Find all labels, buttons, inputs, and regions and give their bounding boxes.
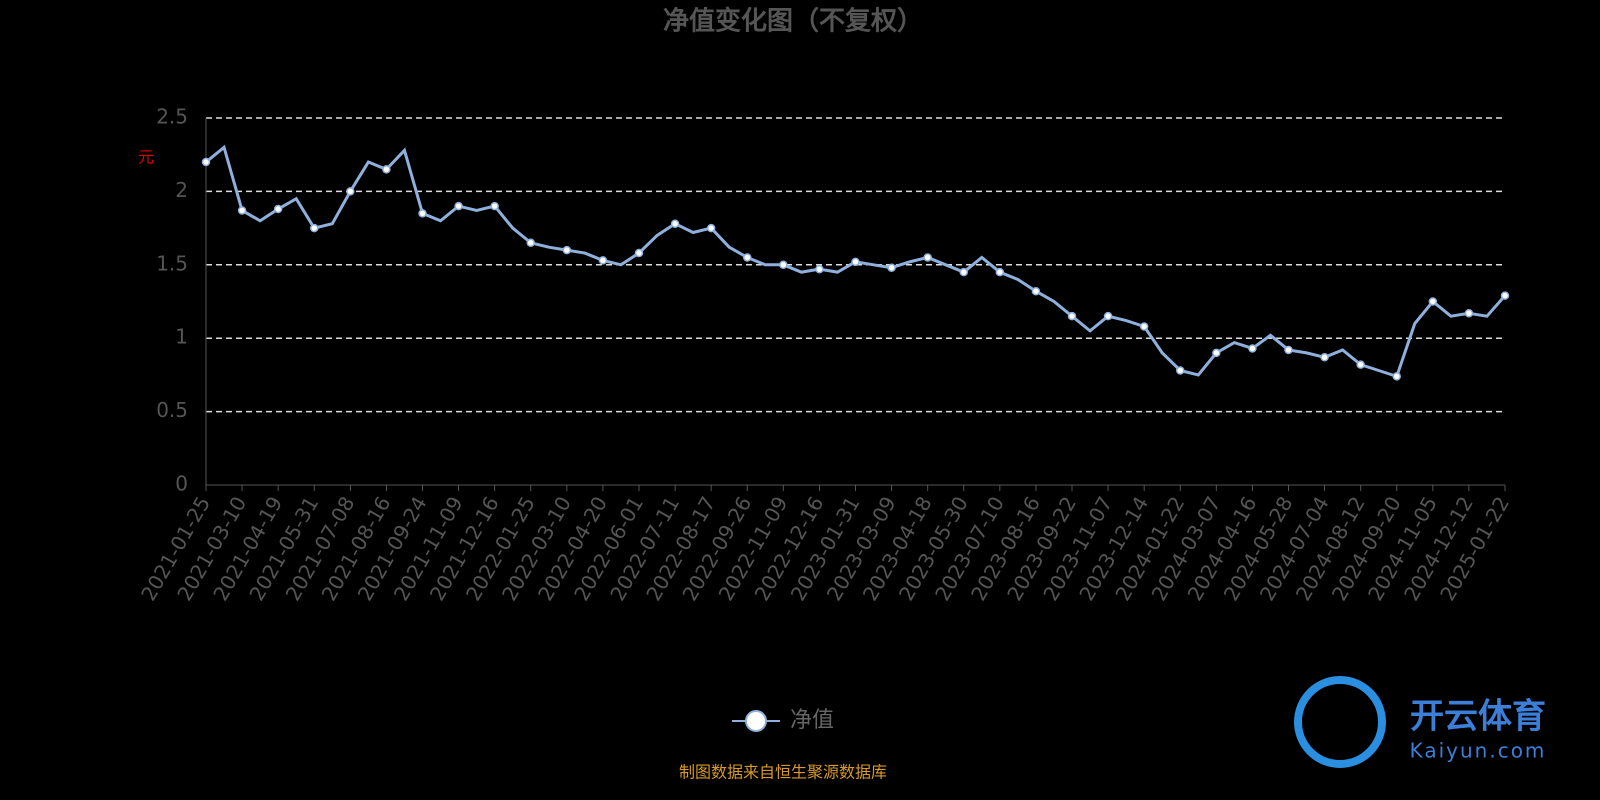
point xyxy=(1356,360,1365,369)
point xyxy=(1284,345,1293,355)
point xyxy=(598,256,608,265)
point xyxy=(1500,291,1510,300)
point xyxy=(815,264,824,274)
point xyxy=(1031,286,1041,296)
logo-text: 开云体育 xyxy=(1410,697,1546,737)
point xyxy=(1320,353,1329,362)
y-tick-label: 1.5 xyxy=(156,251,188,275)
point xyxy=(1464,308,1474,318)
point xyxy=(1212,348,1221,358)
point xyxy=(1139,322,1149,331)
point xyxy=(1428,297,1438,306)
point xyxy=(1248,344,1257,353)
point xyxy=(706,223,716,233)
point xyxy=(237,206,247,215)
point xyxy=(923,253,932,262)
point xyxy=(346,187,355,196)
point xyxy=(1067,311,1077,321)
y-axis-label: 元 xyxy=(138,148,154,167)
legend-marker xyxy=(745,710,767,732)
point xyxy=(562,245,572,255)
point xyxy=(779,260,788,270)
point xyxy=(526,238,535,248)
point xyxy=(273,204,283,214)
y-tick-label: 0 xyxy=(175,472,188,496)
point xyxy=(887,263,896,272)
point xyxy=(418,209,427,218)
legend-label: 净值 xyxy=(790,708,834,733)
point xyxy=(670,219,680,228)
y-tick-label: 2.5 xyxy=(156,105,188,129)
point xyxy=(959,267,968,277)
point xyxy=(1103,311,1113,321)
point xyxy=(634,248,644,258)
source-note: 制图数据来自恒生聚源数据库 xyxy=(679,763,887,782)
logo-icon xyxy=(1294,676,1386,768)
logo-url: Kaiyun.com xyxy=(1410,739,1547,763)
y-tick-label: 2 xyxy=(175,178,188,202)
point xyxy=(490,201,499,211)
point xyxy=(1392,372,1401,381)
y-tick-label: 0.5 xyxy=(156,398,188,422)
point xyxy=(201,157,211,167)
point xyxy=(743,253,752,262)
point xyxy=(382,165,391,174)
point xyxy=(995,267,1005,277)
point xyxy=(310,223,319,233)
y-tick-label: 1 xyxy=(175,325,188,349)
point xyxy=(454,201,463,211)
point xyxy=(1176,366,1185,375)
chart-title: 净值变化图（不复权） xyxy=(663,6,923,37)
point xyxy=(851,257,860,267)
